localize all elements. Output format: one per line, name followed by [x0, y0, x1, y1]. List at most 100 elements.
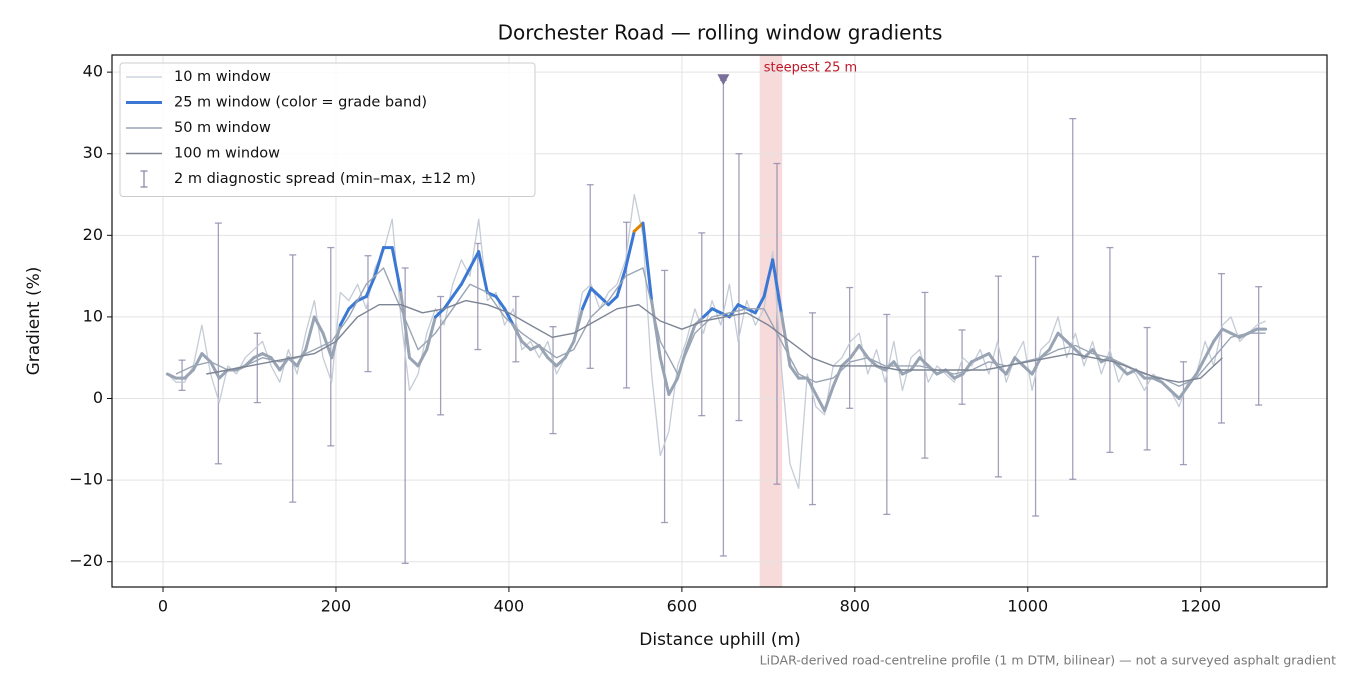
series-line — [175, 267, 1266, 387]
x-tick-label: 400 — [494, 597, 525, 616]
line-segment — [1212, 327, 1224, 343]
line-segment — [1194, 356, 1207, 376]
legend-label: 2 m diagnostic spread (min–max, ±12 m) — [174, 171, 476, 187]
line-segment — [1065, 339, 1077, 352]
line-segment — [373, 246, 386, 278]
y-tick-label: 30 — [83, 143, 103, 162]
line-segment — [390, 246, 403, 294]
line-segment — [970, 356, 982, 364]
y-tick-label: 20 — [83, 225, 103, 244]
line-segment — [529, 343, 541, 352]
legend-label: 25 m window (color = grade band) — [174, 95, 427, 111]
line-segment — [1013, 356, 1025, 368]
line-segment — [1168, 388, 1181, 401]
line-segment — [442, 295, 455, 311]
line-segment — [736, 303, 749, 311]
line-segment — [641, 221, 654, 303]
line-segment — [295, 348, 308, 368]
peak-marker — [717, 74, 730, 86]
line-segment — [425, 315, 437, 352]
line-segment — [771, 258, 783, 315]
line-segment — [191, 352, 204, 372]
line-segment — [727, 303, 740, 319]
line-segment — [520, 339, 533, 352]
plot-frame — [111, 54, 1328, 588]
line-segment — [459, 266, 472, 286]
footnote: LiDAR-derived road-centreline profile (1… — [760, 653, 1336, 668]
line-segment — [788, 364, 801, 380]
line-segment — [1030, 356, 1043, 376]
line-segment — [892, 360, 904, 376]
line-segment — [1125, 368, 1138, 376]
line-segment — [909, 356, 922, 372]
line-segment — [451, 282, 463, 299]
line-segment — [944, 368, 956, 380]
line-segment — [658, 356, 671, 396]
line-segment — [589, 286, 602, 299]
line-segment — [857, 343, 870, 360]
line-segment — [356, 295, 368, 303]
line-segment — [494, 295, 507, 311]
line-segment — [684, 323, 697, 352]
line-segment — [217, 368, 230, 380]
line-segment — [165, 372, 178, 380]
line-segment — [952, 372, 965, 380]
legend-label: 50 m window — [174, 120, 271, 136]
line-segment — [304, 315, 316, 352]
line-segment — [563, 339, 576, 360]
line-segment — [1004, 356, 1017, 376]
line-segment — [546, 356, 558, 368]
line-segment — [710, 307, 723, 315]
line-segment — [702, 307, 714, 319]
line-segment — [364, 274, 377, 299]
y-axis-label: Gradient (%) — [24, 267, 44, 376]
line-segment — [598, 295, 610, 307]
line-segment — [978, 352, 991, 360]
series-line — [206, 299, 1223, 383]
y-tick-label: 10 — [83, 306, 103, 325]
line-segment — [667, 376, 680, 396]
line-segment — [338, 307, 351, 327]
line-segment — [200, 352, 213, 364]
line-segment — [1117, 364, 1129, 376]
x-tick-label: 600 — [667, 597, 698, 616]
line-segment — [1160, 380, 1172, 392]
line-segment — [1203, 339, 1216, 360]
line-segment — [209, 360, 221, 380]
series-line — [166, 193, 1266, 489]
line-segment — [831, 364, 844, 388]
line-segment — [252, 352, 264, 360]
line-segment — [805, 376, 818, 396]
x-tick-label: 1200 — [1180, 597, 1221, 616]
line-segment — [580, 286, 593, 311]
line-segment — [779, 311, 792, 368]
line-segment — [1047, 331, 1060, 352]
line-segment — [624, 229, 636, 270]
line-segment — [312, 315, 325, 335]
line-segment — [468, 250, 481, 270]
legend-label: 100 m window — [174, 146, 280, 162]
line-segment — [753, 295, 766, 315]
line-segment — [632, 221, 645, 233]
line-segment — [1229, 331, 1242, 339]
line-segment — [1021, 364, 1034, 376]
line-segment — [260, 352, 273, 360]
x-tick-label: 1000 — [1007, 597, 1048, 616]
line-segment — [321, 331, 334, 360]
line-segment — [477, 250, 489, 294]
y-tick-label: −20 — [69, 551, 103, 570]
y-tick-label: −10 — [69, 470, 103, 489]
line-segment — [840, 356, 853, 368]
x-axis-label: Distance uphill (m) — [639, 630, 800, 650]
line-segment — [918, 356, 930, 368]
line-segment — [572, 307, 584, 343]
line-segment — [762, 258, 775, 299]
line-segment — [433, 307, 446, 319]
line-segment — [1220, 327, 1233, 335]
line-segment — [485, 290, 498, 299]
legend-box — [119, 62, 536, 197]
y-tick-label: 0 — [93, 388, 103, 407]
line-segment — [823, 384, 835, 413]
chart-title: Dorchester Road — rolling window gradien… — [498, 21, 943, 45]
line-segment — [606, 295, 619, 307]
